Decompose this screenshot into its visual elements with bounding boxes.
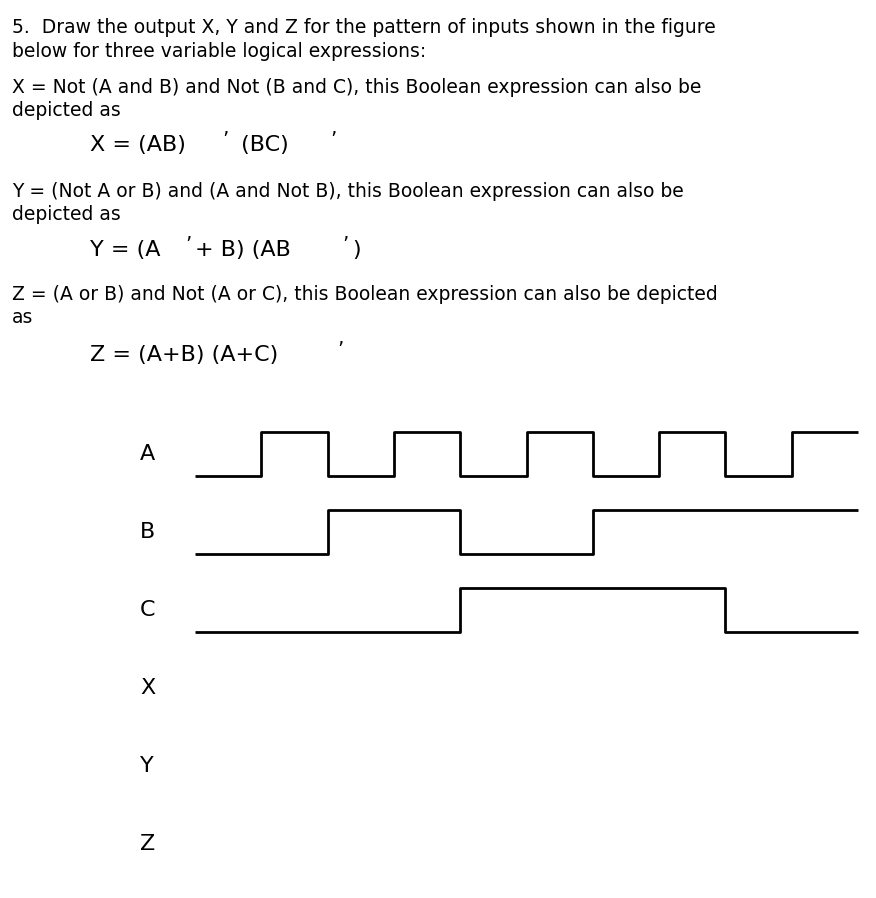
Text: X = Not (A and B) and Not (B and C), this Boolean expression can also be: X = Not (A and B) and Not (B and C), thi… xyxy=(12,78,702,97)
Text: Y = (A: Y = (A xyxy=(90,240,160,260)
Text: B: B xyxy=(140,522,155,542)
Text: Y: Y xyxy=(140,756,154,776)
Text: ’: ’ xyxy=(330,130,336,149)
Text: ’: ’ xyxy=(342,235,349,254)
Text: ’: ’ xyxy=(222,130,229,149)
Text: below for three variable logical expressions:: below for three variable logical express… xyxy=(12,42,427,61)
Text: C: C xyxy=(140,600,156,620)
Text: + B) (AB: + B) (AB xyxy=(195,240,291,260)
Text: X = (AB): X = (AB) xyxy=(90,135,186,155)
Text: Y = (Not A or B) and (A and Not B), this Boolean expression can also be: Y = (Not A or B) and (A and Not B), this… xyxy=(12,182,684,201)
Text: ’: ’ xyxy=(337,340,343,359)
Text: (BC): (BC) xyxy=(234,135,289,155)
Text: as: as xyxy=(12,308,33,327)
Text: Z = (A or B) and Not (A or C), this Boolean expression can also be depicted: Z = (A or B) and Not (A or C), this Bool… xyxy=(12,285,717,304)
Text: Z = (A+B) (A+C): Z = (A+B) (A+C) xyxy=(90,345,279,365)
Text: 5.  Draw the output X, Y and Z for the pattern of inputs shown in the figure: 5. Draw the output X, Y and Z for the pa… xyxy=(12,18,716,37)
Text: A: A xyxy=(140,444,155,464)
Text: ’: ’ xyxy=(185,235,191,254)
Text: Z: Z xyxy=(140,834,155,854)
Text: ): ) xyxy=(352,240,361,260)
Text: depicted as: depicted as xyxy=(12,205,121,224)
Text: X: X xyxy=(140,678,155,698)
Text: depicted as: depicted as xyxy=(12,101,121,120)
